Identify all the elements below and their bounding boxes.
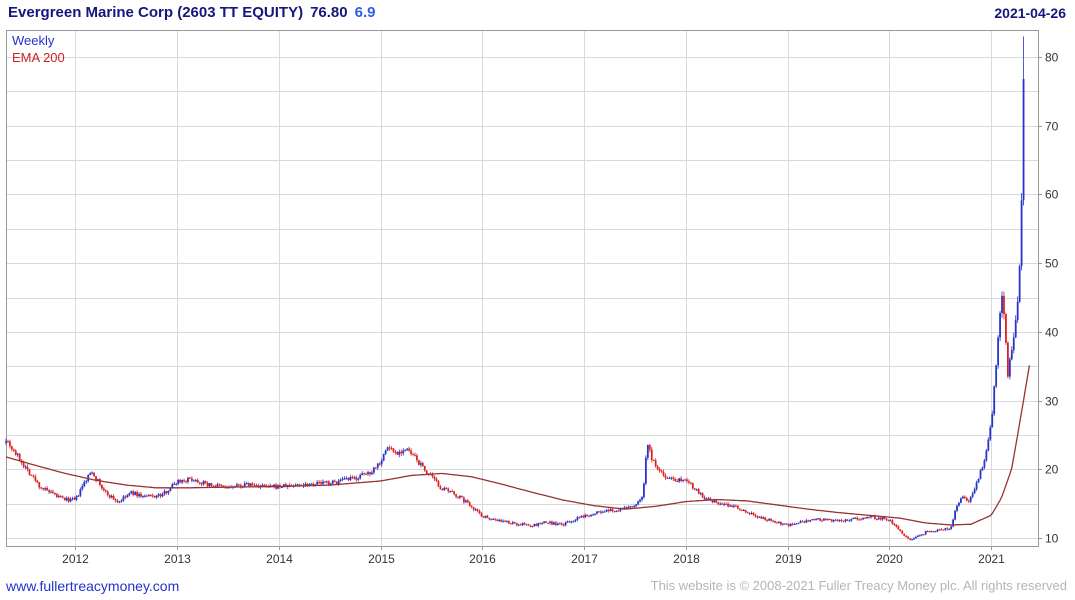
svg-text:2018: 2018 [673, 552, 700, 566]
gridlines [6, 30, 1038, 546]
svg-text:70: 70 [1045, 120, 1059, 134]
svg-text:2014: 2014 [266, 552, 293, 566]
ema-line [5, 365, 1031, 526]
svg-text:2016: 2016 [469, 552, 496, 566]
svg-text:2020: 2020 [876, 552, 903, 566]
legend-frequency: Weekly [12, 33, 55, 48]
website-link[interactable]: www.fullertreacymoney.com [6, 578, 180, 594]
svg-text:10: 10 [1045, 532, 1059, 546]
instrument-name: Evergreen Marine Corp (2603 TT EQUITY) [8, 4, 304, 21]
svg-text:80: 80 [1045, 51, 1059, 65]
svg-text:30: 30 [1045, 395, 1059, 409]
legend-ema-200: EMA 200 [12, 50, 65, 65]
svg-text:50: 50 [1045, 257, 1059, 271]
svg-text:60: 60 [1045, 188, 1059, 202]
page-title: Evergreen Marine Corp (2603 TT EQUITY) 76… [8, 4, 375, 21]
plot-border [6, 30, 1039, 547]
chart-date: 2021-04-26 [994, 5, 1066, 21]
x-axis-labels: 2012 2013 2014 2015 2016 2017 2018 2019 2020 2021 [62, 546, 1005, 566]
svg-text:2012: 2012 [62, 552, 89, 566]
chart-legend: Weekly EMA 200 [12, 32, 65, 66]
y-axis-labels: 10 20 30 40 50 60 70 80 [1038, 51, 1059, 546]
last-price: 76.80 [310, 4, 348, 21]
price-change: 6.9 [354, 4, 376, 21]
svg-text:2015: 2015 [368, 552, 395, 566]
candles-layer [5, 36, 1025, 541]
svg-text:40: 40 [1045, 326, 1059, 340]
svg-text:2017: 2017 [571, 552, 598, 566]
copyright-text: This website is © 2008-2021 Fuller Treac… [650, 578, 1067, 593]
svg-text:2019: 2019 [775, 552, 802, 566]
svg-text:2021: 2021 [978, 552, 1005, 566]
svg-text:2013: 2013 [164, 552, 191, 566]
svg-text:20: 20 [1045, 463, 1059, 477]
